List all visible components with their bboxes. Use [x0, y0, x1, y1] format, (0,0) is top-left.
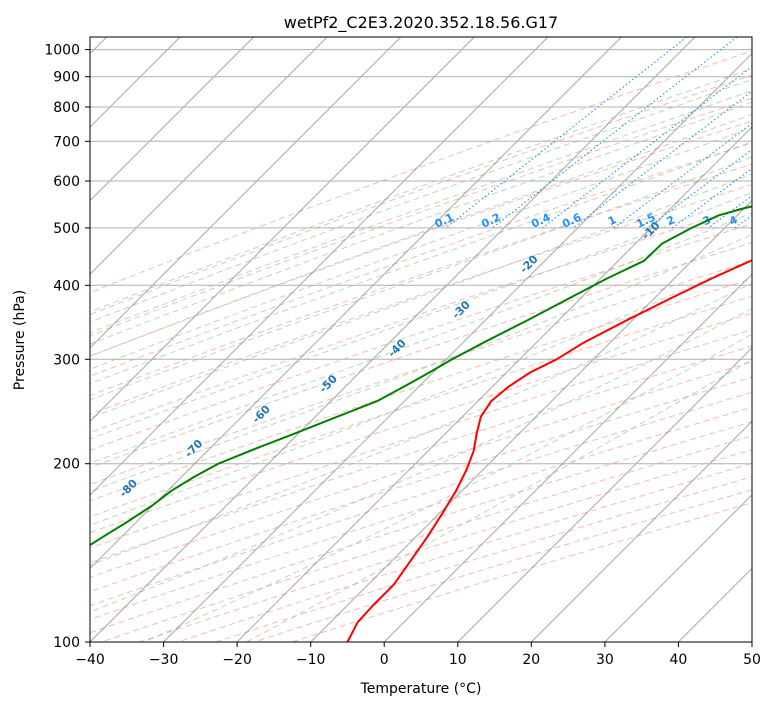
dry-adiabat-line	[90, 120, 752, 357]
mixing-ratio-line	[613, 122, 752, 229]
y-tick-label: 600	[53, 174, 80, 190]
dry-adiabat-line	[90, 345, 752, 564]
y-axis-title: Pressure (hPa)	[12, 290, 28, 390]
x-tick-label: 40	[669, 652, 687, 668]
moist-adiabat-line	[90, 156, 752, 401]
y-tick-label: 400	[53, 278, 80, 294]
profiles	[90, 205, 752, 642]
y-tick-label: 300	[53, 352, 80, 368]
isotherm-line	[90, 37, 475, 423]
moist-adiabats	[90, 68, 752, 642]
moist-adiabat-line	[142, 333, 752, 642]
dry-adiabat-line	[90, 163, 752, 397]
isotherm-line	[310, 199, 752, 642]
mixing-ratio-lines	[445, 37, 752, 229]
isotherm-line	[383, 273, 752, 642]
moist-adiabat-line	[90, 68, 752, 313]
y-tick-label: 700	[53, 134, 80, 150]
dry-adiabat-line	[253, 489, 752, 642]
moist-adiabat-line	[90, 113, 752, 357]
dry-adiabat-line	[90, 223, 752, 451]
dry-adiabat-line	[90, 242, 752, 469]
dry-adiabat-line	[90, 361, 752, 578]
isotherm-line	[90, 37, 328, 275]
y-tick-label: 200	[53, 457, 80, 473]
isotherm-line	[236, 126, 752, 642]
isotherm-line	[90, 37, 696, 642]
y-tick-label: 900	[53, 70, 80, 86]
mixing-ratio-line	[671, 167, 752, 229]
isobars	[90, 49, 752, 642]
dry-adiabat-line	[90, 142, 752, 377]
x-axis-title: Temperature (°C)	[360, 681, 482, 697]
plot-frame	[89, 36, 753, 643]
moist-adiabat-line	[90, 78, 752, 323]
isotherm-line	[163, 52, 752, 642]
moist-adiabat-line	[90, 234, 752, 493]
x-tick-label: −20	[222, 652, 252, 668]
y-tick-label: 1000	[44, 43, 80, 59]
moist-adiabat-line	[90, 90, 752, 334]
dry-adiabat-line	[90, 376, 752, 593]
moist-adiabat-line	[90, 257, 752, 526]
isotherms	[90, 37, 752, 642]
dry-adiabat-line	[177, 462, 752, 642]
x-tick-label: 50	[743, 652, 761, 668]
moist-adiabat-line	[90, 126, 752, 370]
x-tick-label: −10	[296, 652, 326, 668]
isotherm-line	[530, 420, 752, 642]
isotherm-line	[90, 37, 255, 202]
isotherm-line	[604, 494, 752, 642]
dry-adiabat-line	[90, 184, 752, 415]
y-tick-label: 800	[53, 100, 80, 116]
x-tick-label: 30	[596, 652, 614, 668]
y-axis-ticks: 100 200 300 400 500 600 700 800 900 1000	[44, 43, 90, 651]
plot-area: 0.10.20.40.611.52346810131620253036-100-…	[90, 37, 752, 642]
y-tick-label: 100	[53, 635, 80, 651]
dry-adiabat-line	[90, 97, 752, 337]
dewpoint-profile	[90, 205, 752, 547]
x-tick-label: 10	[449, 652, 467, 668]
x-tick-label: −40	[75, 652, 105, 668]
x-tick-label: 0	[380, 652, 389, 668]
chart-title: wetPf2_C2E3.2020.352.18.56.G17	[284, 13, 558, 33]
mixing-ratio-line	[542, 65, 752, 229]
x-tick-label: 20	[522, 652, 540, 668]
dry-adiabat-line	[291, 502, 752, 642]
moist-adiabat-line	[90, 308, 752, 613]
dry-adiabat-line	[90, 329, 752, 549]
isotherm-line	[457, 347, 752, 642]
dry-adiabat-line	[90, 203, 752, 434]
x-tick-label: −30	[149, 652, 179, 668]
isotherm-line	[90, 37, 549, 496]
dry-adiabats	[90, 50, 752, 642]
dry-adiabat-line	[215, 476, 752, 642]
isotherm-line	[90, 37, 402, 349]
moist-adiabat-line	[90, 173, 752, 419]
mixing-ratio-line	[445, 37, 688, 229]
moist-adiabat-line	[90, 191, 752, 440]
isotherm-line	[90, 37, 622, 570]
dry-adiabat-line	[90, 391, 752, 607]
temperature-profile	[346, 259, 752, 642]
y-tick-label: 500	[53, 221, 80, 237]
x-axis-ticks: −40 −30 −20 −10 0 10 20 30 40 50	[75, 642, 761, 668]
